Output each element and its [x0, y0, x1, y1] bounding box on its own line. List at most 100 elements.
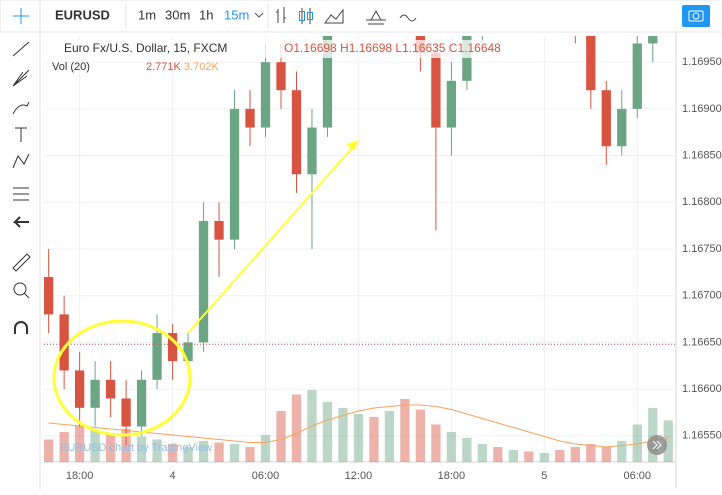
candles-icon[interactable] — [299, 11, 305, 21]
volume-bar — [400, 399, 410, 462]
y-tick-label: 1.16700 — [682, 290, 722, 302]
text-tool[interactable] — [15, 127, 27, 142]
indicators-icon[interactable] — [399, 14, 417, 22]
volume-bar — [245, 447, 255, 462]
candle-body — [648, 36, 658, 44]
candle-body — [462, 36, 472, 81]
candle-body — [260, 62, 271, 128]
measure-tool[interactable] — [12, 253, 31, 272]
y-tick-label: 1.16650 — [682, 336, 722, 348]
compare-icon[interactable] — [366, 9, 386, 25]
volume-bar — [90, 430, 100, 462]
volume-bar — [59, 432, 69, 462]
volume-bar — [446, 432, 457, 462]
volume-bar — [353, 414, 364, 462]
pattern-tool[interactable] — [12, 153, 30, 169]
zoom-tool[interactable] — [23, 292, 30, 299]
y-tick-label: 1.16800 — [682, 196, 722, 208]
candles-icon[interactable] — [301, 8, 311, 24]
left-toolbar — [12, 8, 31, 334]
volume-bar — [198, 441, 209, 462]
dropdown-icon[interactable] — [254, 12, 264, 18]
volume-bar — [322, 402, 333, 462]
candle-body — [586, 36, 596, 91]
candle-body — [183, 342, 193, 362]
brush-tool[interactable] — [12, 101, 30, 115]
volume-bar — [632, 424, 642, 462]
arrow-drawing[interactable] — [187, 147, 353, 334]
volume-bar — [524, 451, 534, 462]
x-tick-label: 12:00 — [345, 470, 373, 482]
forecast-tool[interactable] — [13, 187, 29, 201]
candle-body — [601, 90, 611, 147]
volume-bar — [663, 420, 673, 462]
candle-body — [59, 314, 69, 371]
candles-icon[interactable] — [307, 12, 313, 20]
interval[interactable]: 1m — [138, 7, 156, 22]
candle-body — [121, 398, 131, 427]
screenshot-button[interactable] — [682, 5, 710, 27]
candle-body — [276, 62, 286, 91]
candle-body — [322, 36, 333, 128]
volume-bar — [648, 408, 658, 462]
fib-tool[interactable] — [12, 69, 30, 87]
trend-tool[interactable] — [12, 41, 30, 57]
interval-active[interactable]: 15m — [224, 7, 249, 22]
candle-body — [431, 52, 441, 128]
y-tick-label: 1.16550 — [682, 430, 722, 442]
candle-body — [245, 108, 255, 128]
interval[interactable]: 1h — [199, 7, 213, 22]
ohlc-legend: O1.16698 H1.16698 L1.16635 C1.16648 — [284, 41, 501, 55]
y-tick-label: 1.16900 — [682, 103, 722, 115]
bars-icon[interactable] — [276, 7, 286, 23]
volume-legend: 2.771K — [146, 61, 182, 73]
x-tick-label: 18:00 — [438, 470, 466, 482]
volume-bar — [291, 394, 302, 462]
volume-bar — [214, 442, 224, 462]
legend-bg — [50, 40, 510, 58]
volume-bar — [260, 435, 271, 462]
camera-icon — [692, 12, 700, 20]
volume-bar — [167, 444, 178, 462]
volume-bar — [229, 444, 240, 462]
x-tick-label: 18:00 — [66, 470, 94, 482]
x-tick-label: 06:00 — [252, 470, 280, 482]
interval[interactable]: 30m — [165, 7, 190, 22]
volume-bar — [338, 408, 348, 462]
volume-bar — [539, 453, 549, 462]
candle-body — [632, 43, 642, 109]
volume-bar — [136, 436, 147, 462]
volume-bar — [431, 424, 441, 462]
symbol[interactable]: EURUSD — [55, 7, 110, 22]
candle-body — [167, 333, 178, 362]
candle-body — [214, 220, 224, 240]
volume-bar — [601, 447, 611, 462]
zoom-tool[interactable] — [13, 282, 27, 296]
candle-body — [198, 220, 209, 343]
volume-bar — [570, 447, 580, 462]
volume-bar — [369, 417, 379, 462]
candle-body — [307, 127, 317, 175]
y-tick-label: 1.16850 — [682, 149, 722, 161]
candle-body — [229, 108, 240, 240]
magnet-tool[interactable] — [14, 321, 28, 334]
watermark: EURUSD chart by TradingView — [60, 442, 212, 454]
volume-bar — [415, 409, 426, 462]
candle-body — [74, 370, 85, 408]
candle-body — [44, 277, 54, 315]
arrow-head — [346, 140, 359, 151]
cursor-tool[interactable] — [13, 8, 29, 24]
candle-body — [291, 90, 302, 175]
back-tool[interactable] — [12, 216, 29, 228]
volume-bar — [74, 426, 85, 462]
volume-bar — [586, 444, 596, 462]
volume-title: Vol (20) — [52, 61, 90, 73]
circle-drawing[interactable] — [52, 319, 192, 437]
volume-ma-legend: 3.702K — [184, 61, 220, 73]
area-icon[interactable] — [324, 8, 344, 24]
x-tick-label: 4 — [170, 470, 176, 482]
volume-bar — [462, 438, 472, 462]
